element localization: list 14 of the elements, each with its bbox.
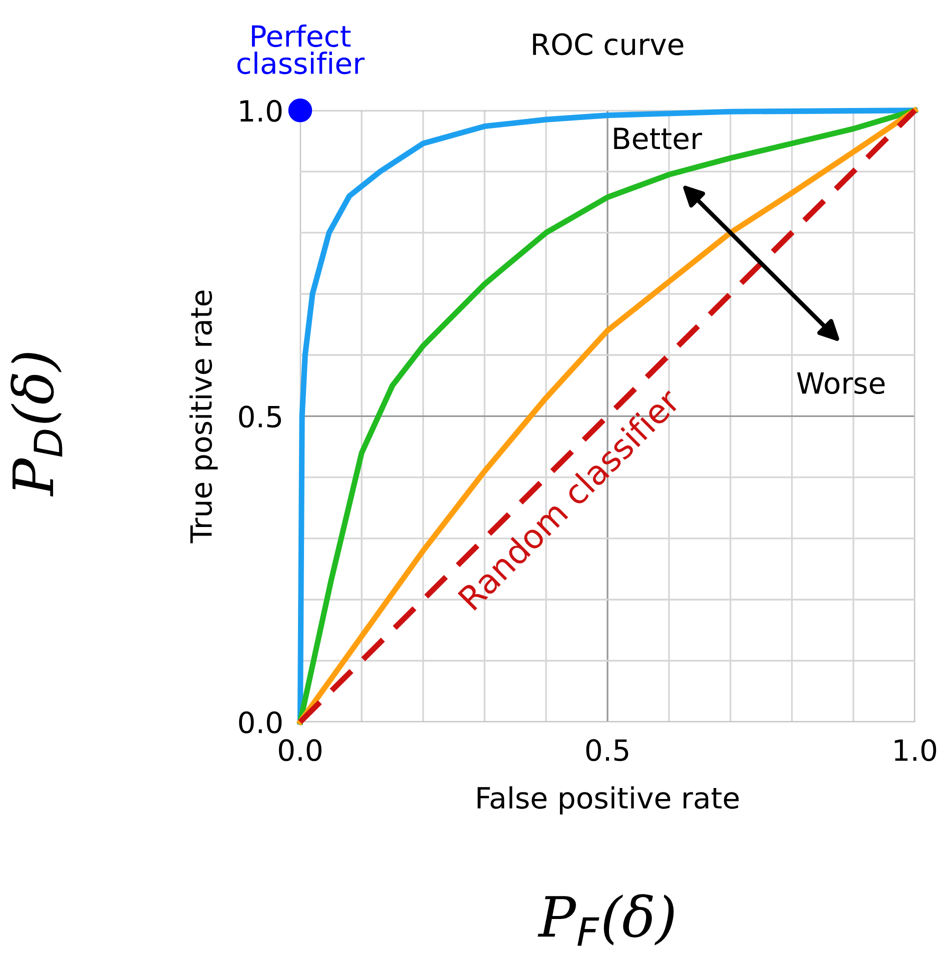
chart-title: ROC curve [533, 33, 684, 56]
annotation: Worse [797, 372, 885, 394]
y-axis-title: True positive rate [189, 290, 218, 544]
annotation: Perfect classifier [237, 24, 365, 74]
text: P$_{D}$(δ) [10, 353, 62, 497]
x-tick-label: 1.0 [894, 739, 936, 762]
x-axis-title: False positive rate [478, 786, 739, 814]
x-tick-label: 0.5 [586, 739, 628, 762]
text: P$_{F}$(δ) [538, 894, 674, 946]
y-tick-label: 0.0 [239, 711, 282, 734]
y-tick-label: 1.0 [240, 100, 282, 122]
y-tick-label: 0.5 [239, 406, 281, 428]
x-tick-label: 0.0 [278, 739, 322, 762]
annotation: Better [614, 128, 702, 150]
